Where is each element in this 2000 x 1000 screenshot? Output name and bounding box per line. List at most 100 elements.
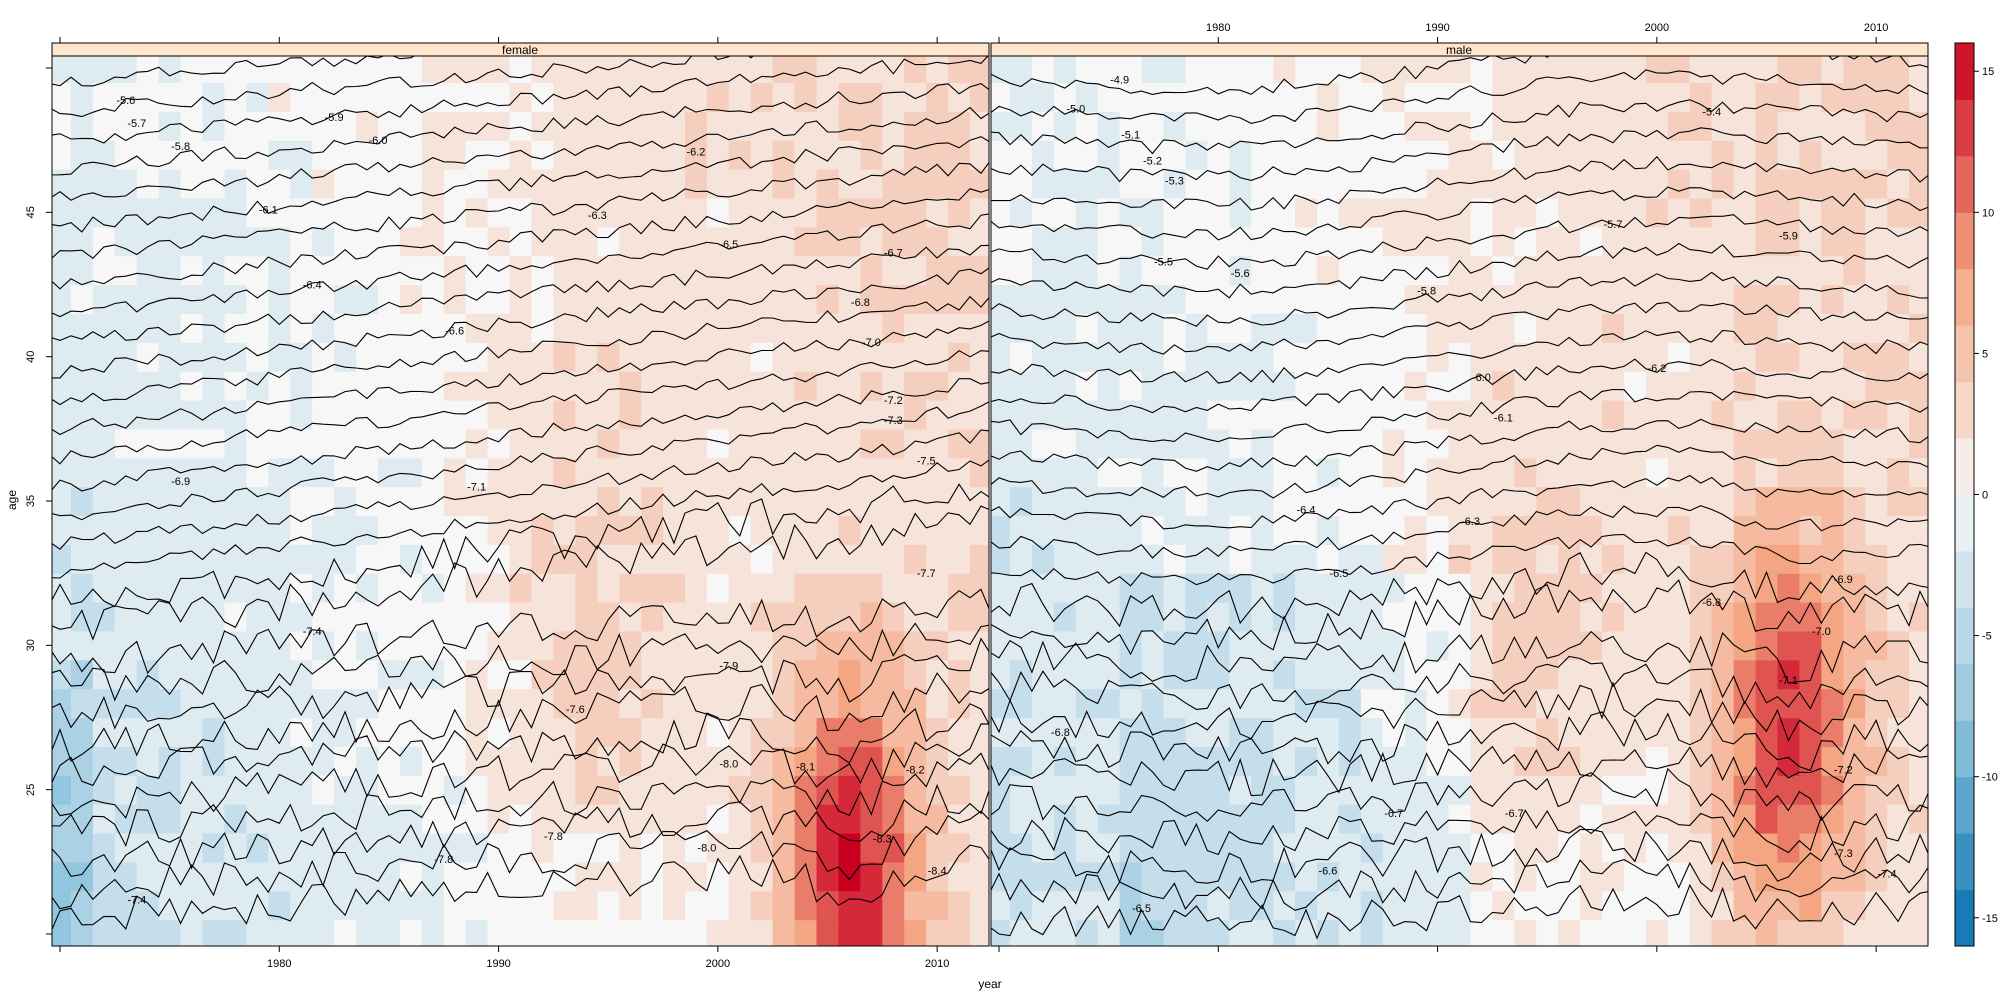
heatmap-cell [92, 919, 116, 946]
heatmap-cell [816, 457, 840, 488]
heatmap-cell [1360, 515, 1384, 545]
heatmap-cell [1075, 82, 1099, 112]
contour-line [991, 155, 1928, 211]
heatmap-cell [641, 226, 664, 257]
heatmap-cell [487, 919, 511, 946]
heatmap-cell [1645, 746, 1669, 776]
heatmap-cell [1602, 602, 1625, 632]
heatmap-cell [1667, 688, 1691, 719]
heatmap-cell [1185, 342, 1208, 372]
heatmap-cell [224, 919, 247, 946]
heatmap-cell [312, 890, 335, 921]
heatmap-cell [1031, 197, 1055, 228]
heatmap-cell [52, 111, 72, 141]
heatmap-cell [1119, 890, 1143, 921]
heatmap-cell [136, 197, 160, 228]
heatmap-cell [663, 746, 686, 776]
heatmap-cell [838, 775, 861, 805]
heatmap-cell [948, 226, 971, 257]
heatmap-cell [1799, 284, 1822, 314]
heatmap-cell [1119, 515, 1143, 545]
heatmap-cell [1163, 399, 1186, 430]
heatmap-cell [399, 140, 423, 170]
heatmap-cell [1009, 457, 1033, 488]
heatmap-cell [1207, 111, 1230, 141]
heatmap-cell [1536, 140, 1559, 170]
heatmap-cell [1426, 746, 1450, 776]
heatmap-cell [1338, 82, 1362, 112]
heatmap-cell [597, 255, 620, 286]
heatmap-cell [575, 284, 598, 314]
heatmap-cell [1536, 169, 1559, 199]
heatmap-cell [597, 832, 620, 863]
heatmap-cell [421, 659, 445, 690]
heatmap-cell [684, 313, 708, 343]
contour-label: -5.7 [127, 118, 146, 130]
heatmap-cell [421, 890, 445, 921]
heatmap-cell [663, 688, 686, 719]
heatmap-cell [1755, 371, 1779, 401]
heatmap-cell [1031, 56, 1055, 84]
heatmap-cell [246, 82, 269, 112]
heatmap-cell [706, 226, 730, 257]
heatmap-cell [114, 371, 138, 401]
heatmap-cell [641, 111, 664, 141]
heatmap-cell [1119, 573, 1143, 603]
heatmap-cell [663, 630, 686, 661]
heatmap-cell [1382, 284, 1406, 314]
contour-label: -6.5 [719, 239, 738, 251]
heatmap-cell [268, 371, 291, 401]
heatmap-cell [1360, 342, 1384, 372]
heatmap-cell [882, 342, 905, 372]
heatmap-cell [1141, 371, 1165, 401]
heatmap-cell [838, 861, 861, 892]
heatmap-cell [750, 197, 774, 228]
heatmap-cell [1799, 544, 1822, 574]
heatmap-cell [1031, 919, 1055, 946]
heatmap-cell [246, 255, 269, 286]
heatmap-cell [1799, 804, 1822, 834]
heatmap-cell [1558, 832, 1581, 863]
heatmap-cell [1251, 111, 1274, 141]
heatmap-cell [399, 919, 423, 946]
heatmap-cell [70, 775, 94, 805]
heatmap-cell [1338, 486, 1362, 517]
heatmap-cell [334, 890, 357, 921]
heatmap-cell [575, 717, 598, 747]
heatmap-cell [158, 284, 182, 314]
heatmap-cell [377, 284, 401, 314]
heatmap-cell [728, 804, 752, 834]
heatmap-cell [1316, 717, 1340, 747]
heatmap-cell [553, 717, 576, 747]
heatmap-cell [1251, 804, 1274, 834]
heatmap-cell [684, 688, 708, 719]
heatmap-cell [750, 544, 774, 574]
heatmap-cell [487, 169, 511, 199]
heatmap-cell [1865, 861, 1888, 892]
heatmap-cell [1185, 544, 1208, 574]
heatmap-cell [509, 56, 533, 84]
heatmap-cell [1777, 140, 1800, 170]
heatmap-cell [1645, 515, 1669, 545]
contour-line [52, 106, 989, 201]
heatmap-cell [509, 832, 533, 863]
heatmap-cell [421, 573, 445, 603]
heatmap-cell [268, 226, 291, 257]
heatmap-cell [1316, 746, 1340, 776]
heatmap-cell [1360, 197, 1384, 228]
heatmap-cell [619, 890, 642, 921]
heatmap-cell [92, 688, 116, 719]
contour-label: -7.2 [1834, 765, 1853, 777]
heatmap-cell [180, 659, 204, 690]
heatmap-cell [531, 486, 554, 517]
contour-label: -6.7 [1384, 808, 1403, 820]
heatmap-cell [1711, 399, 1735, 430]
heatmap-cell [619, 140, 642, 170]
heatmap-cell [1558, 313, 1581, 343]
heatmap-cell [1207, 515, 1230, 545]
heatmap-cell [224, 56, 247, 84]
heatmap-cell [575, 428, 598, 459]
contour-label: -6.5 [1329, 568, 1348, 580]
contour-label: -6.3 [1461, 516, 1480, 528]
heatmap-cell [970, 140, 989, 170]
